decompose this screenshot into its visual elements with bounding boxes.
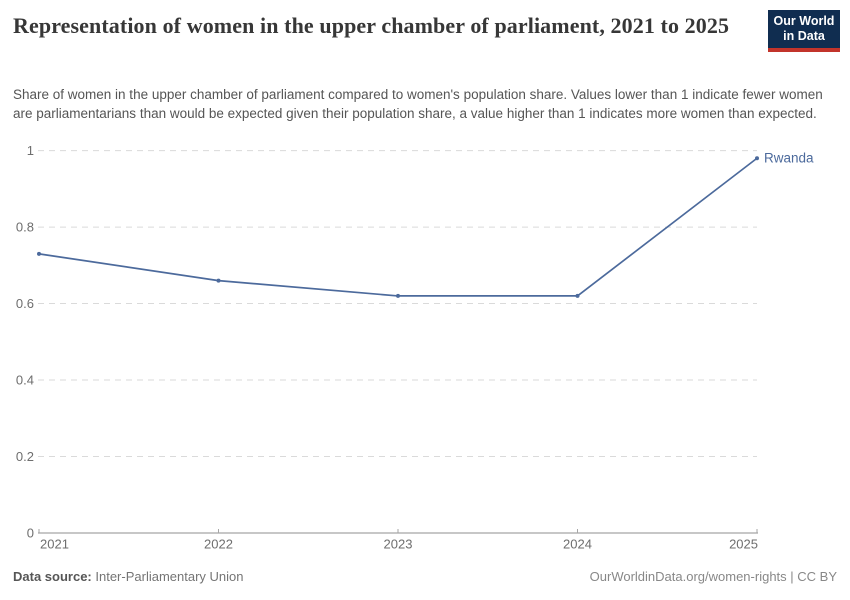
y-tick-label: 0 xyxy=(27,526,34,541)
credit-link[interactable]: OurWorldinData.org/women-rights | CC BY xyxy=(589,569,837,584)
data-source: Data source: Inter-Parliamentary Union xyxy=(13,569,244,584)
x-tick-label: 2023 xyxy=(384,537,413,552)
data-point[interactable] xyxy=(575,293,580,298)
page-title: Representation of women in the upper cha… xyxy=(13,13,730,38)
y-tick-label: 0.8 xyxy=(16,220,34,235)
data-point[interactable] xyxy=(216,278,221,283)
x-tick-label: 2025 xyxy=(729,537,758,552)
x-tick-label: 2021 xyxy=(40,537,69,552)
entity-label[interactable]: Rwanda xyxy=(764,151,814,166)
series-line[interactable] xyxy=(38,157,758,297)
line-chart[interactable]: 0 0.2 0.4 0.6 0.8 1 2021 2022 2023 2024 2025 Rwanda xyxy=(0,0,850,560)
data-point[interactable] xyxy=(396,293,400,298)
y-tick-label: 0.2 xyxy=(16,449,34,464)
data-source-value: Inter-Parliamentary Union xyxy=(95,569,244,584)
owid-logo-line1: Our World xyxy=(773,14,835,28)
data-point[interactable] xyxy=(37,251,41,256)
data-source-label: Data source: xyxy=(13,569,92,584)
owid-logo-line2: in Data xyxy=(783,29,825,43)
data-point[interactable] xyxy=(755,156,759,161)
chart-subtitle: Share of women in the upper chamber of p… xyxy=(13,87,823,121)
x-tick-label: 2024 xyxy=(563,537,592,552)
y-tick-label: 0.4 xyxy=(16,373,34,388)
owid-logo[interactable]: Our World in Data xyxy=(768,10,840,52)
y-tick-label: 0.6 xyxy=(16,296,34,311)
y-tick-label: 1 xyxy=(27,143,34,158)
x-tick-label: 2022 xyxy=(204,537,233,552)
